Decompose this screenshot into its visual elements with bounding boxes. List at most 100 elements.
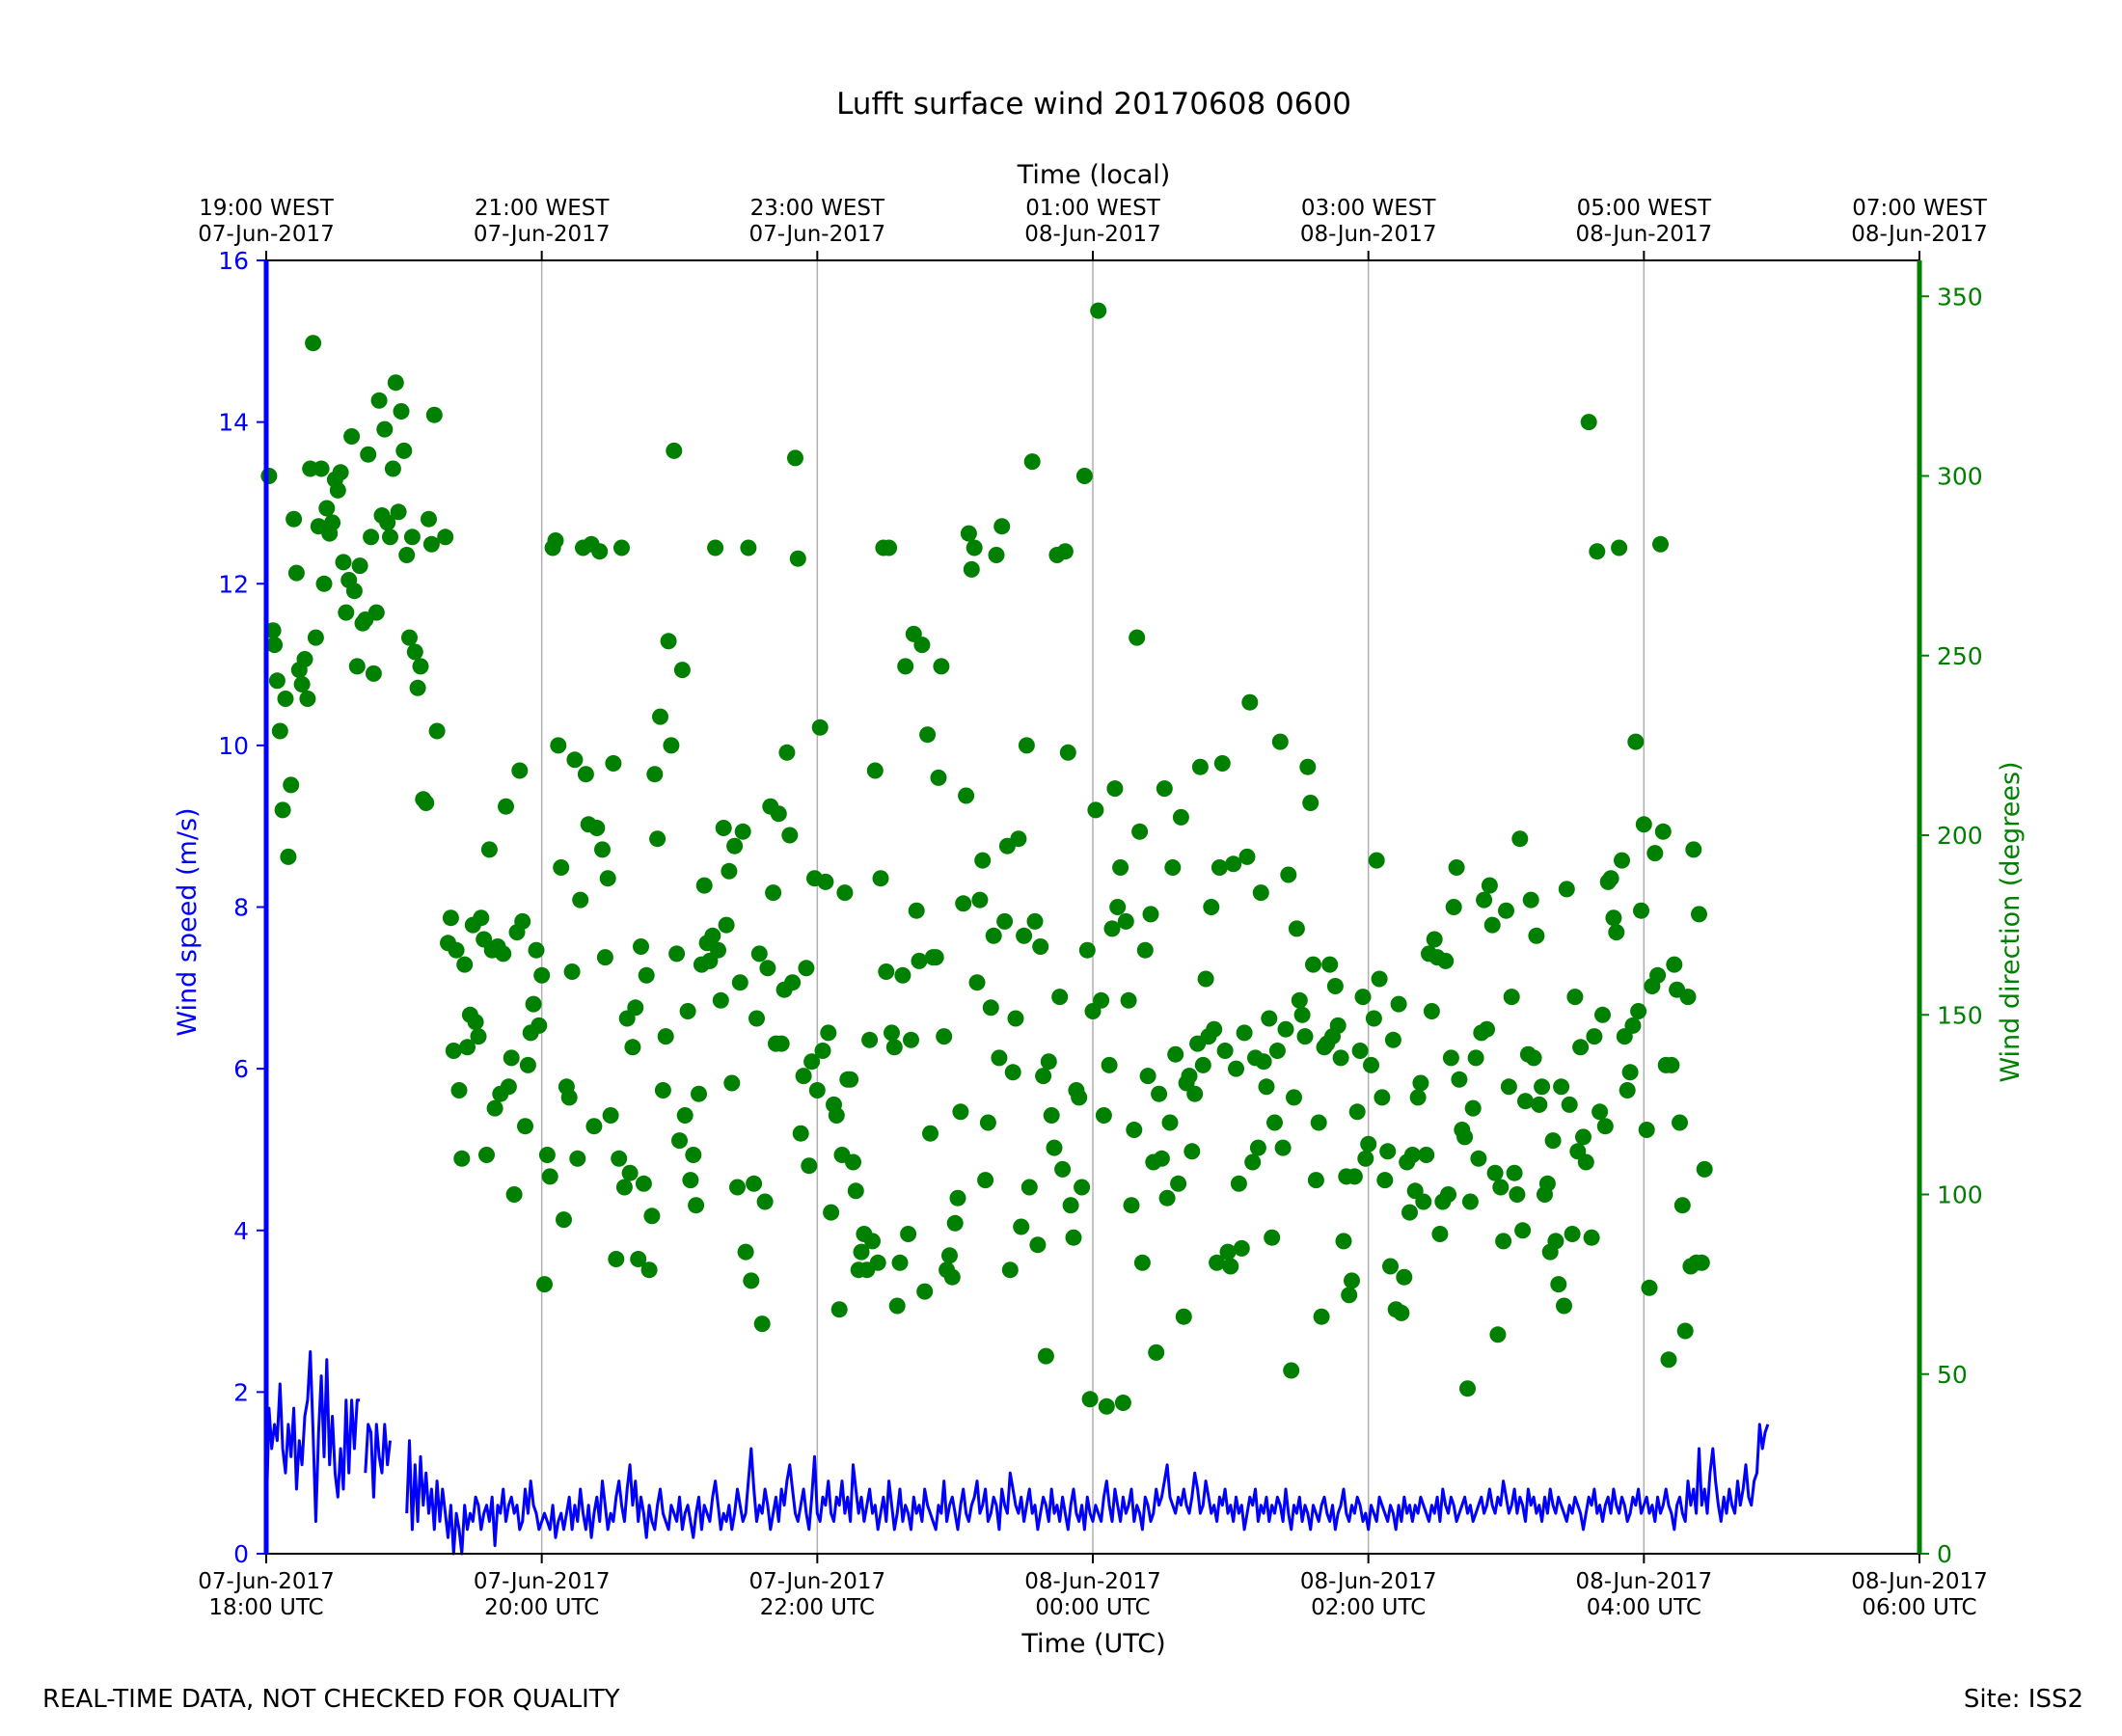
wind-direction-point — [820, 1024, 837, 1042]
wind-direction-point — [1503, 989, 1520, 1006]
wind-direction-point — [387, 374, 404, 392]
wind-direction-point — [884, 1024, 900, 1042]
wind-direction-point — [293, 676, 311, 692]
wind-direction-point — [1630, 1003, 1647, 1019]
wind-direction-point — [1018, 737, 1035, 754]
wind-direction-point — [982, 999, 999, 1017]
site-label: Site: ISS2 — [1963, 1685, 2083, 1714]
wind-direction-point — [1415, 1193, 1432, 1210]
wind-direction-point — [773, 1035, 790, 1052]
wind-direction-point — [1357, 1150, 1374, 1167]
wind-direction-point — [1035, 1068, 1052, 1085]
wind-direction-point — [721, 862, 738, 880]
grid — [540, 260, 1646, 1554]
wind-direction-point — [550, 737, 567, 754]
wind-direction-point — [1442, 1049, 1459, 1067]
wind-direction-point — [968, 974, 986, 991]
wind-direction-point — [640, 1261, 658, 1279]
y2-tick-label: 300 — [1937, 463, 1983, 491]
x-tick-label: 08-Jun-2017 — [1851, 1569, 1988, 1594]
wind-direction-point — [830, 1301, 848, 1318]
wind-direction-point — [715, 820, 732, 836]
wind-direction-point — [643, 1207, 661, 1225]
wind-direction-point — [1274, 1139, 1292, 1156]
wind-direction-point — [1291, 991, 1308, 1009]
wind-direction-point — [332, 464, 349, 481]
wind-direction-point — [729, 1179, 746, 1196]
wind-direction-point — [630, 1251, 647, 1267]
wind-direction-point — [894, 966, 911, 984]
wind-direction-point — [1531, 1096, 1548, 1113]
x-tick-label: 20:00 UTC — [484, 1595, 599, 1620]
wind-direction-point — [1153, 1150, 1170, 1167]
wind-direction-point — [315, 575, 333, 592]
wind-direction-point — [952, 1103, 969, 1121]
wind-direction-point — [613, 539, 630, 556]
x2-tick-label: 08-Jun-2017 — [1851, 222, 1988, 247]
x-tick-label: 08-Jun-2017 — [1024, 1569, 1161, 1594]
wind-direction-point — [296, 651, 313, 667]
wind-direction-point — [817, 873, 834, 890]
wind-direction-point — [403, 529, 421, 546]
wind-direction-point — [343, 428, 361, 445]
wind-direction-point — [1376, 1172, 1394, 1189]
wind-direction-point — [878, 963, 895, 980]
wind-direction-point — [286, 510, 303, 528]
wind-direction-point — [480, 841, 498, 858]
wind-direction-point — [1293, 1006, 1311, 1023]
wind-direction-point — [459, 1039, 476, 1056]
wind-direction-point — [1696, 1160, 1713, 1178]
wind-direction-point — [748, 1010, 765, 1027]
wind-direction-point — [885, 1039, 903, 1056]
wind-direction-point — [1222, 1258, 1239, 1275]
wind-direction-point — [1514, 1222, 1532, 1239]
wind-direction-point — [866, 762, 884, 779]
wind-direction-point — [1313, 1308, 1330, 1325]
wind-direction-point — [723, 1074, 741, 1092]
wind-direction-point — [1136, 941, 1154, 959]
wind-direction-point — [1663, 1056, 1680, 1073]
wind-direction-point — [1461, 1193, 1479, 1210]
x2-tick-label: 07-Jun-2017 — [749, 222, 886, 247]
wind-direction-point — [1382, 1258, 1399, 1275]
wind-direction-point — [1538, 1175, 1556, 1192]
wind-direction-point — [792, 1125, 809, 1142]
wind-direction-point — [1170, 1175, 1187, 1192]
wind-direction-point — [1589, 543, 1606, 560]
wind-direction-point — [1556, 1297, 1572, 1315]
wind-direction-point — [682, 1172, 699, 1189]
wind-direction-point — [360, 446, 377, 463]
wind-direction-point — [1186, 1085, 1204, 1102]
wind-direction-point — [473, 909, 490, 927]
wind-direction-point — [448, 941, 465, 959]
x-tick-label: 07-Jun-2017 — [749, 1569, 886, 1594]
wind-direction-point — [649, 830, 667, 848]
x2-tick-label: 07-Jun-2017 — [198, 222, 335, 247]
wind-direction-point — [1467, 1049, 1484, 1067]
wind-direction-point — [679, 1003, 696, 1019]
wind-direction-point — [1522, 891, 1539, 909]
x2-tick-label: 03:00 WEST — [1301, 196, 1436, 221]
x-tick-label: 04:00 UTC — [1587, 1595, 1701, 1620]
wind-direction-point — [1666, 956, 1683, 973]
wind-direction-point — [566, 751, 584, 769]
wind-direction-point — [1020, 1179, 1038, 1196]
wind-direction-point — [1660, 1351, 1677, 1369]
wind-direction-point — [1164, 859, 1182, 876]
wind-direction-point — [1211, 859, 1228, 876]
wind-direction-point — [283, 776, 300, 794]
wind-direction-point — [1101, 1056, 1118, 1073]
wind-direction-point — [1183, 1143, 1201, 1160]
wind-direction-point — [1059, 744, 1076, 761]
wind-direction-point — [1440, 1186, 1456, 1203]
wind-direction-point — [654, 1082, 671, 1099]
wind-direction-point — [1374, 1089, 1391, 1106]
wind-direction-point — [1126, 1122, 1143, 1138]
wind-direction-point — [260, 468, 278, 484]
wind-direction-point — [881, 539, 898, 556]
wind-direction-point — [563, 963, 581, 980]
wind-direction-point — [1360, 1135, 1377, 1153]
wind-direction-point — [517, 1118, 533, 1135]
wind-direction-point — [470, 1028, 487, 1045]
wind-direction-point — [1403, 1147, 1421, 1163]
